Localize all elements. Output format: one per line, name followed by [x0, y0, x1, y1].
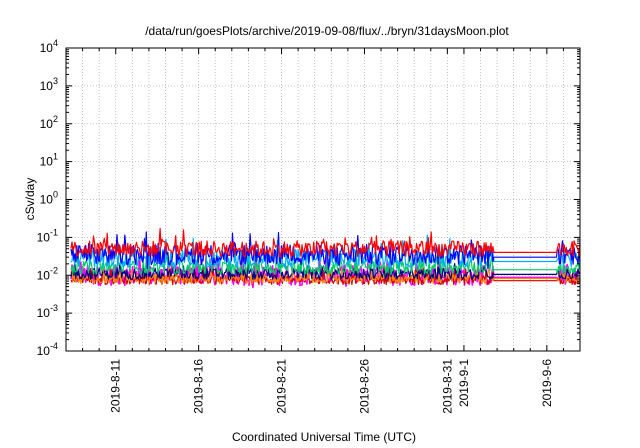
- y-tick-exponent: 3: [53, 76, 58, 86]
- x-tick-label: 2019-8-11: [109, 359, 123, 413]
- y-tick-exponent: 0: [53, 190, 58, 200]
- x-tick-label: 2019-8-26: [357, 359, 371, 414]
- x-axis: 2019-8-11 2019-8-16 2019-8-21 2019-8-26 2019…: [82, 48, 564, 414]
- y-tick-exponent: -3: [50, 303, 58, 313]
- y-tick-label: 10-3: [37, 303, 58, 320]
- x-tick-label: 2019-8-31: [440, 359, 454, 414]
- y-tick-exponent: 2: [53, 114, 58, 124]
- chart-title: /data/run/goesPlots/archive/2019-09-08/f…: [145, 24, 509, 38]
- y-tick-exponent: -1: [50, 227, 58, 237]
- series-line: [70, 228, 581, 258]
- grid: [66, 48, 580, 351]
- y-tick-label: 101: [40, 152, 58, 169]
- x-tick-label: 2019-8-21: [275, 359, 289, 414]
- plot-area-border: [65, 47, 581, 352]
- y-tick-exponent: -4: [50, 341, 58, 351]
- y-tick-label: 100: [40, 190, 58, 207]
- y-tick-label: 104: [40, 38, 58, 55]
- y-tick-exponent: -2: [50, 265, 58, 275]
- series-line: [70, 255, 581, 280]
- series-line: [70, 264, 581, 284]
- y-tick-label: 10-4: [37, 341, 58, 358]
- y-tick-exponent: 4: [53, 38, 58, 48]
- y-tick-label: 103: [40, 76, 58, 93]
- y-tick-label: 102: [40, 114, 58, 131]
- y-axis-label: cSv/day: [23, 178, 37, 221]
- x-tick-label: 2019-8-16: [192, 359, 206, 414]
- x-tick-label: 2019-9-1: [457, 359, 471, 407]
- y-tick-label: 10-2: [37, 265, 58, 282]
- x-tick-label: 2019-9-6: [540, 359, 554, 407]
- y-tick-exponent: 1: [53, 152, 58, 162]
- series-group: [70, 228, 581, 289]
- series-line: [70, 248, 581, 275]
- y-tick-label: 10-1: [37, 227, 58, 244]
- x-axis-label: Coordinated Universal Time (UTC): [232, 430, 416, 444]
